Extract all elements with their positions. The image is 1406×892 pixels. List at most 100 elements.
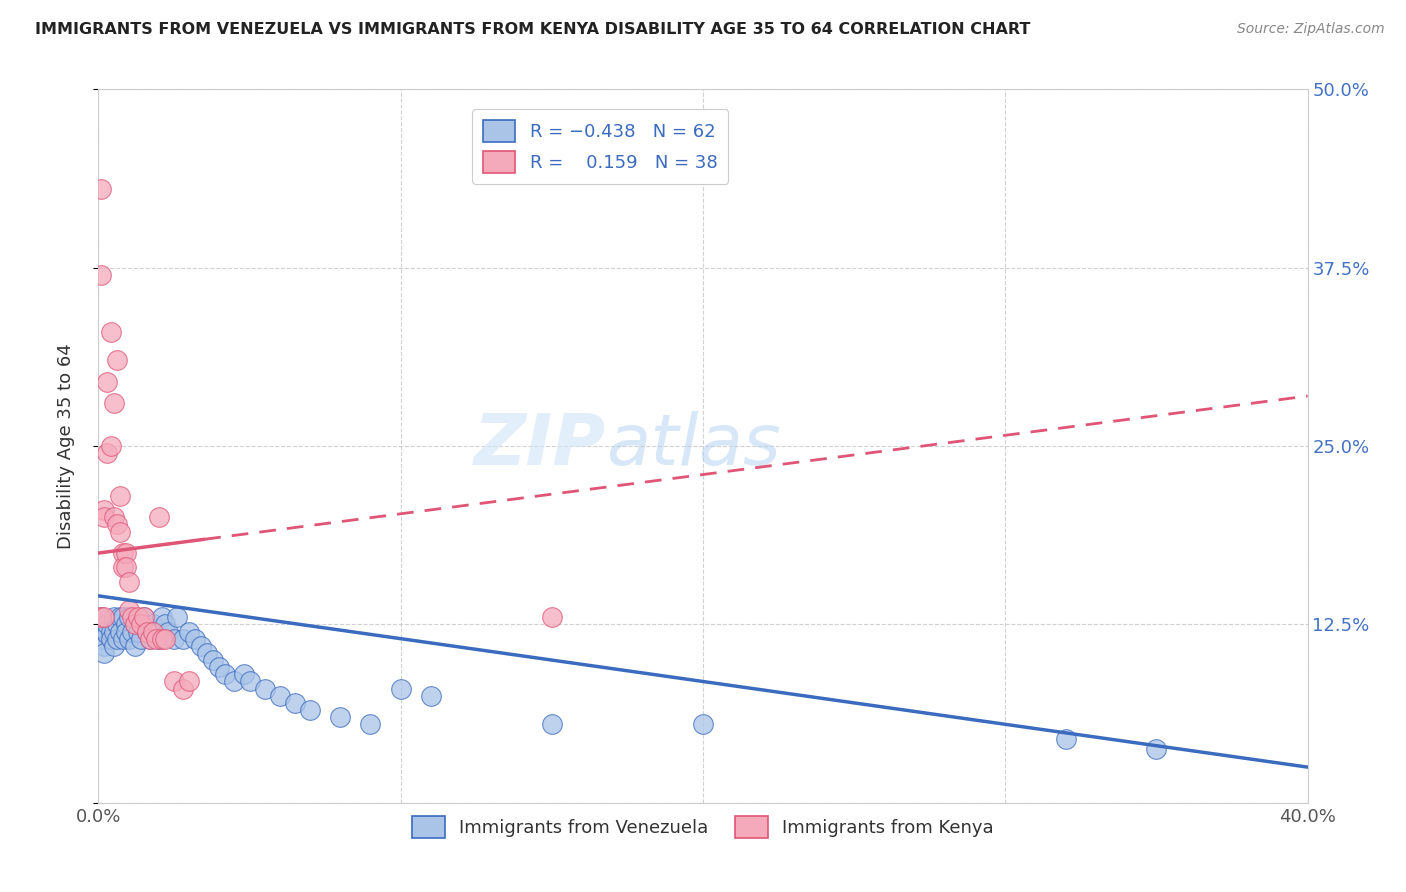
Point [202,653,225,667]
Point [142,624,165,639]
Point [118,603,141,617]
Point [284,696,307,710]
Point [129,617,152,632]
Point [166,610,188,624]
Point [118,632,141,646]
Point [100,624,122,639]
Point [389,681,412,696]
Point [127,624,149,639]
Point [90,617,112,632]
Point [139,632,162,646]
Point [135,624,157,639]
Point [153,617,176,632]
Point [114,546,136,560]
Point [360,717,382,731]
Point [93,639,115,653]
Point [90,610,112,624]
Text: ZIP: ZIP [474,411,606,481]
Point [129,632,152,646]
Point [103,510,125,524]
Point [124,617,146,632]
Point [148,510,170,524]
Point [540,610,562,624]
Point [96,627,118,641]
Point [195,646,218,660]
Point [118,574,141,589]
Point [145,632,167,646]
Point [121,610,143,624]
Point [239,674,262,689]
Point [127,610,149,624]
Point [108,610,131,624]
Point [153,632,176,646]
Point [93,624,115,639]
Point [111,632,134,646]
Point [163,674,186,689]
Point [103,639,125,653]
Point [150,632,173,646]
Point [111,560,134,574]
Point [100,325,122,339]
Point [142,617,165,632]
Point [105,517,128,532]
Point [111,610,134,624]
Point [108,624,131,639]
Point [93,503,115,517]
Point [108,489,131,503]
Point [214,667,236,681]
Point [132,610,155,624]
Point [253,681,276,696]
Point [190,639,212,653]
Point [145,624,167,639]
Point [90,182,112,196]
Point [105,353,128,368]
Point [172,681,194,696]
Point [90,632,112,646]
Point [90,268,112,282]
Point [224,674,246,689]
Point [208,660,231,674]
Point [135,624,157,639]
Point [172,632,194,646]
Point [96,617,118,632]
Point [118,610,141,624]
Point [100,632,122,646]
Point [179,674,201,689]
Point [93,646,115,660]
Point [1144,741,1167,756]
Point [103,624,125,639]
Point [329,710,352,724]
Point [93,610,115,624]
Text: Source: ZipAtlas.com: Source: ZipAtlas.com [1237,22,1385,37]
Point [114,624,136,639]
Point [96,446,118,460]
Point [108,524,131,539]
Point [299,703,322,717]
Point [96,375,118,389]
Text: atlas: atlas [606,411,780,481]
Point [540,717,562,731]
Point [121,624,143,639]
Point [148,632,170,646]
Point [93,510,115,524]
Point [103,396,125,410]
Point [103,610,125,624]
Point [132,610,155,624]
Point [105,632,128,646]
Y-axis label: Disability Age 35 to 64: Disability Age 35 to 64 [56,343,75,549]
Legend: Immigrants from Venezuela, Immigrants from Kenya: Immigrants from Venezuela, Immigrants fr… [405,809,1001,845]
Point [692,717,714,731]
Point [420,689,443,703]
Point [114,617,136,632]
Point [90,610,112,624]
Text: IMMIGRANTS FROM VENEZUELA VS IMMIGRANTS FROM KENYA DISABILITY AGE 35 TO 64 CORRE: IMMIGRANTS FROM VENEZUELA VS IMMIGRANTS … [35,22,1031,37]
Point [139,632,162,646]
Point [232,667,254,681]
Point [179,624,201,639]
Point [114,560,136,574]
Point [124,639,146,653]
Point [111,546,134,560]
Point [269,689,291,703]
Point [105,617,128,632]
Point [150,610,173,624]
